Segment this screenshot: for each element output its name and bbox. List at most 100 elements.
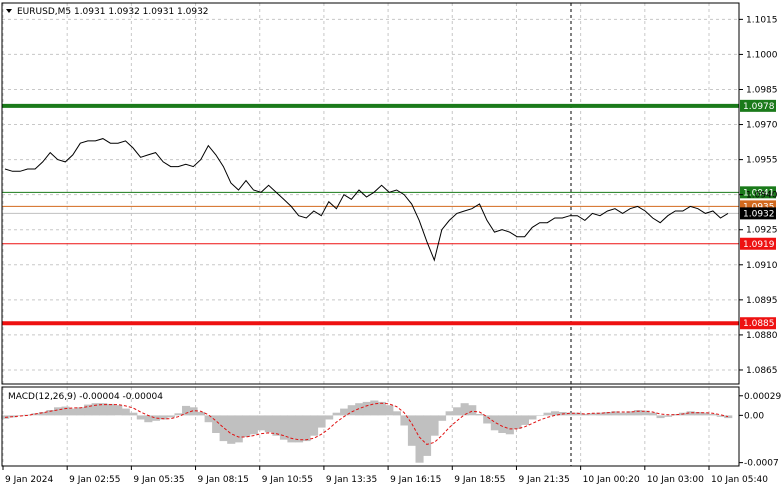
price-tick-label: 1.0925 xyxy=(746,226,778,236)
macd-histogram-bar xyxy=(724,415,733,419)
macd-histogram-bar xyxy=(76,407,85,416)
macd-histogram-bar xyxy=(664,415,673,417)
macd-histogram-bar xyxy=(626,411,635,416)
macd-histogram-bar xyxy=(182,405,191,416)
macd-histogram-bar xyxy=(69,408,78,416)
time-tick-label: 9 Jan 05:35 xyxy=(133,475,184,485)
macd-histogram-bar xyxy=(445,411,454,416)
macd-histogram-bar xyxy=(686,411,695,416)
time-tick-label: 9 Jan 13:35 xyxy=(326,475,377,485)
time-tick-label: 9 Jan 02:55 xyxy=(69,475,120,485)
level-label-text: 1.0978 xyxy=(743,102,775,112)
macd-histogram-bar xyxy=(38,412,47,416)
level-label-text: 1.0941 xyxy=(743,188,775,198)
macd-histogram-bar xyxy=(596,412,605,416)
level-label-text: 1.0885 xyxy=(743,319,775,329)
price-tick-label: 1.0985 xyxy=(746,85,778,95)
macd-histogram-bar xyxy=(114,405,123,416)
macd-histogram-bar xyxy=(287,415,296,443)
price-tick-label: 1.0880 xyxy=(746,331,778,341)
macd-histogram-bar xyxy=(54,407,63,416)
macd-histogram-bar xyxy=(588,413,597,416)
macd-histogram-bar xyxy=(566,412,575,416)
macd-histogram-bar xyxy=(656,415,665,419)
macd-histogram-bar xyxy=(498,415,507,433)
macd-histogram-bar xyxy=(264,415,273,433)
price-tick-label: 1.0895 xyxy=(746,296,778,306)
macd-histogram-bar xyxy=(204,415,213,423)
macd-histogram-bar xyxy=(325,415,334,420)
macd-histogram-bar xyxy=(249,415,258,435)
macd-histogram-bar xyxy=(136,415,145,420)
time-tick-label: 10 Jan 05:40 xyxy=(711,475,768,485)
price-panel xyxy=(4,138,729,262)
macd-histogram-bar xyxy=(227,415,236,444)
macd-histogram-bar xyxy=(468,405,477,416)
macd-histogram-bar xyxy=(272,415,281,436)
macd-histogram-bar xyxy=(347,405,356,416)
macd-histogram-bar xyxy=(453,407,462,416)
macd-histogram-bar xyxy=(174,413,183,416)
macd-histogram-bar xyxy=(581,414,590,416)
macd-label: MACD(12,26,9) -0.00004 -0.00004 xyxy=(8,392,163,402)
macd-histogram-bar xyxy=(611,411,620,416)
macd-histogram-bar xyxy=(377,401,386,416)
macd-histogram-bar xyxy=(392,411,401,416)
time-tick-label: 9 Jan 08:15 xyxy=(198,475,249,485)
macd-histogram-bar xyxy=(302,415,311,442)
macd-histogram-bar xyxy=(197,412,206,416)
macd-histogram-bar xyxy=(551,411,560,416)
level-label-box xyxy=(740,237,776,250)
macd-tick-label: 0.00 xyxy=(744,411,764,421)
macd-histogram-bar xyxy=(520,415,529,425)
time-tick-label: 9 Jan 18:55 xyxy=(454,475,505,485)
macd-panel-border xyxy=(1,386,740,467)
macd-histogram-bar xyxy=(490,415,499,431)
macd-histogram-bar xyxy=(385,405,394,416)
dropdown-arrow-icon[interactable] xyxy=(6,9,12,13)
price-tick-label: 1.0955 xyxy=(746,156,778,166)
level-label-box xyxy=(740,186,776,199)
macd-histogram-bar xyxy=(648,412,657,416)
macd-tick-label: -0.0007 xyxy=(744,459,779,469)
macd-histogram-bar xyxy=(430,415,439,436)
macd-histogram-bar xyxy=(166,415,175,418)
macd-histogram-bar xyxy=(573,412,582,416)
macd-histogram-bar xyxy=(407,415,416,446)
macd-histogram-bar xyxy=(423,415,432,456)
macd-histogram-bar xyxy=(144,415,153,423)
macd-histogram-bar xyxy=(671,414,680,416)
macd-histogram-bar xyxy=(61,406,70,416)
macd-histogram-bar xyxy=(633,410,642,416)
macd-histogram-bar xyxy=(641,410,650,416)
macd-histogram-bar xyxy=(618,412,627,416)
macd-histogram-bar xyxy=(603,412,612,416)
level-label-box xyxy=(740,99,776,112)
macd-histogram-bar xyxy=(505,415,514,435)
macd-histogram-bar xyxy=(694,412,703,416)
macd-histogram-bar xyxy=(279,415,288,440)
macd-histogram-bar xyxy=(340,408,349,416)
macd-signal-line xyxy=(4,402,729,445)
time-tick-label: 10 Jan 00:20 xyxy=(583,475,640,485)
macd-histogram-bar xyxy=(242,415,251,437)
level-label-text: 1.0935 xyxy=(743,202,775,212)
macd-histogram-bar xyxy=(121,408,130,416)
macd-histogram-bar xyxy=(475,414,484,416)
price-tick-label: 1.0865 xyxy=(746,366,778,376)
macd-histogram-bar xyxy=(543,412,552,416)
macd-histogram-bar xyxy=(212,415,221,433)
macd-histogram-bar xyxy=(189,407,198,416)
price-tick-label: 1.1015 xyxy=(746,15,778,25)
macd-histogram-bar xyxy=(370,400,379,416)
macd-histogram-bar xyxy=(483,415,492,424)
macd-histogram-bar xyxy=(129,412,138,416)
macd-histogram-bar xyxy=(332,412,341,416)
macd-histogram-bar xyxy=(310,415,319,436)
macd-histogram-bar xyxy=(257,415,266,431)
level-label-box xyxy=(740,207,776,220)
level-label-text: 1.0932 xyxy=(743,209,775,219)
